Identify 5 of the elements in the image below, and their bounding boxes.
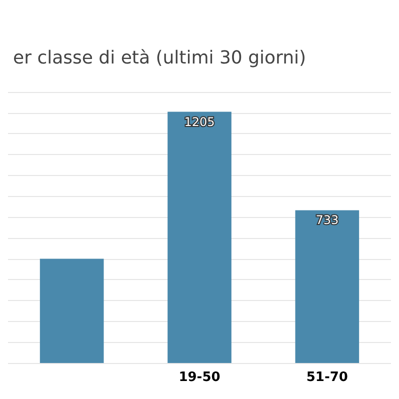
x-tick-label: 51-70 <box>306 370 348 385</box>
chart-title: er classe di età (ultimi 30 giorni) <box>13 48 306 68</box>
data-label: 733 <box>316 213 339 228</box>
x-tick-label: 19-50 <box>178 370 220 385</box>
data-label: 1205 <box>184 114 215 129</box>
